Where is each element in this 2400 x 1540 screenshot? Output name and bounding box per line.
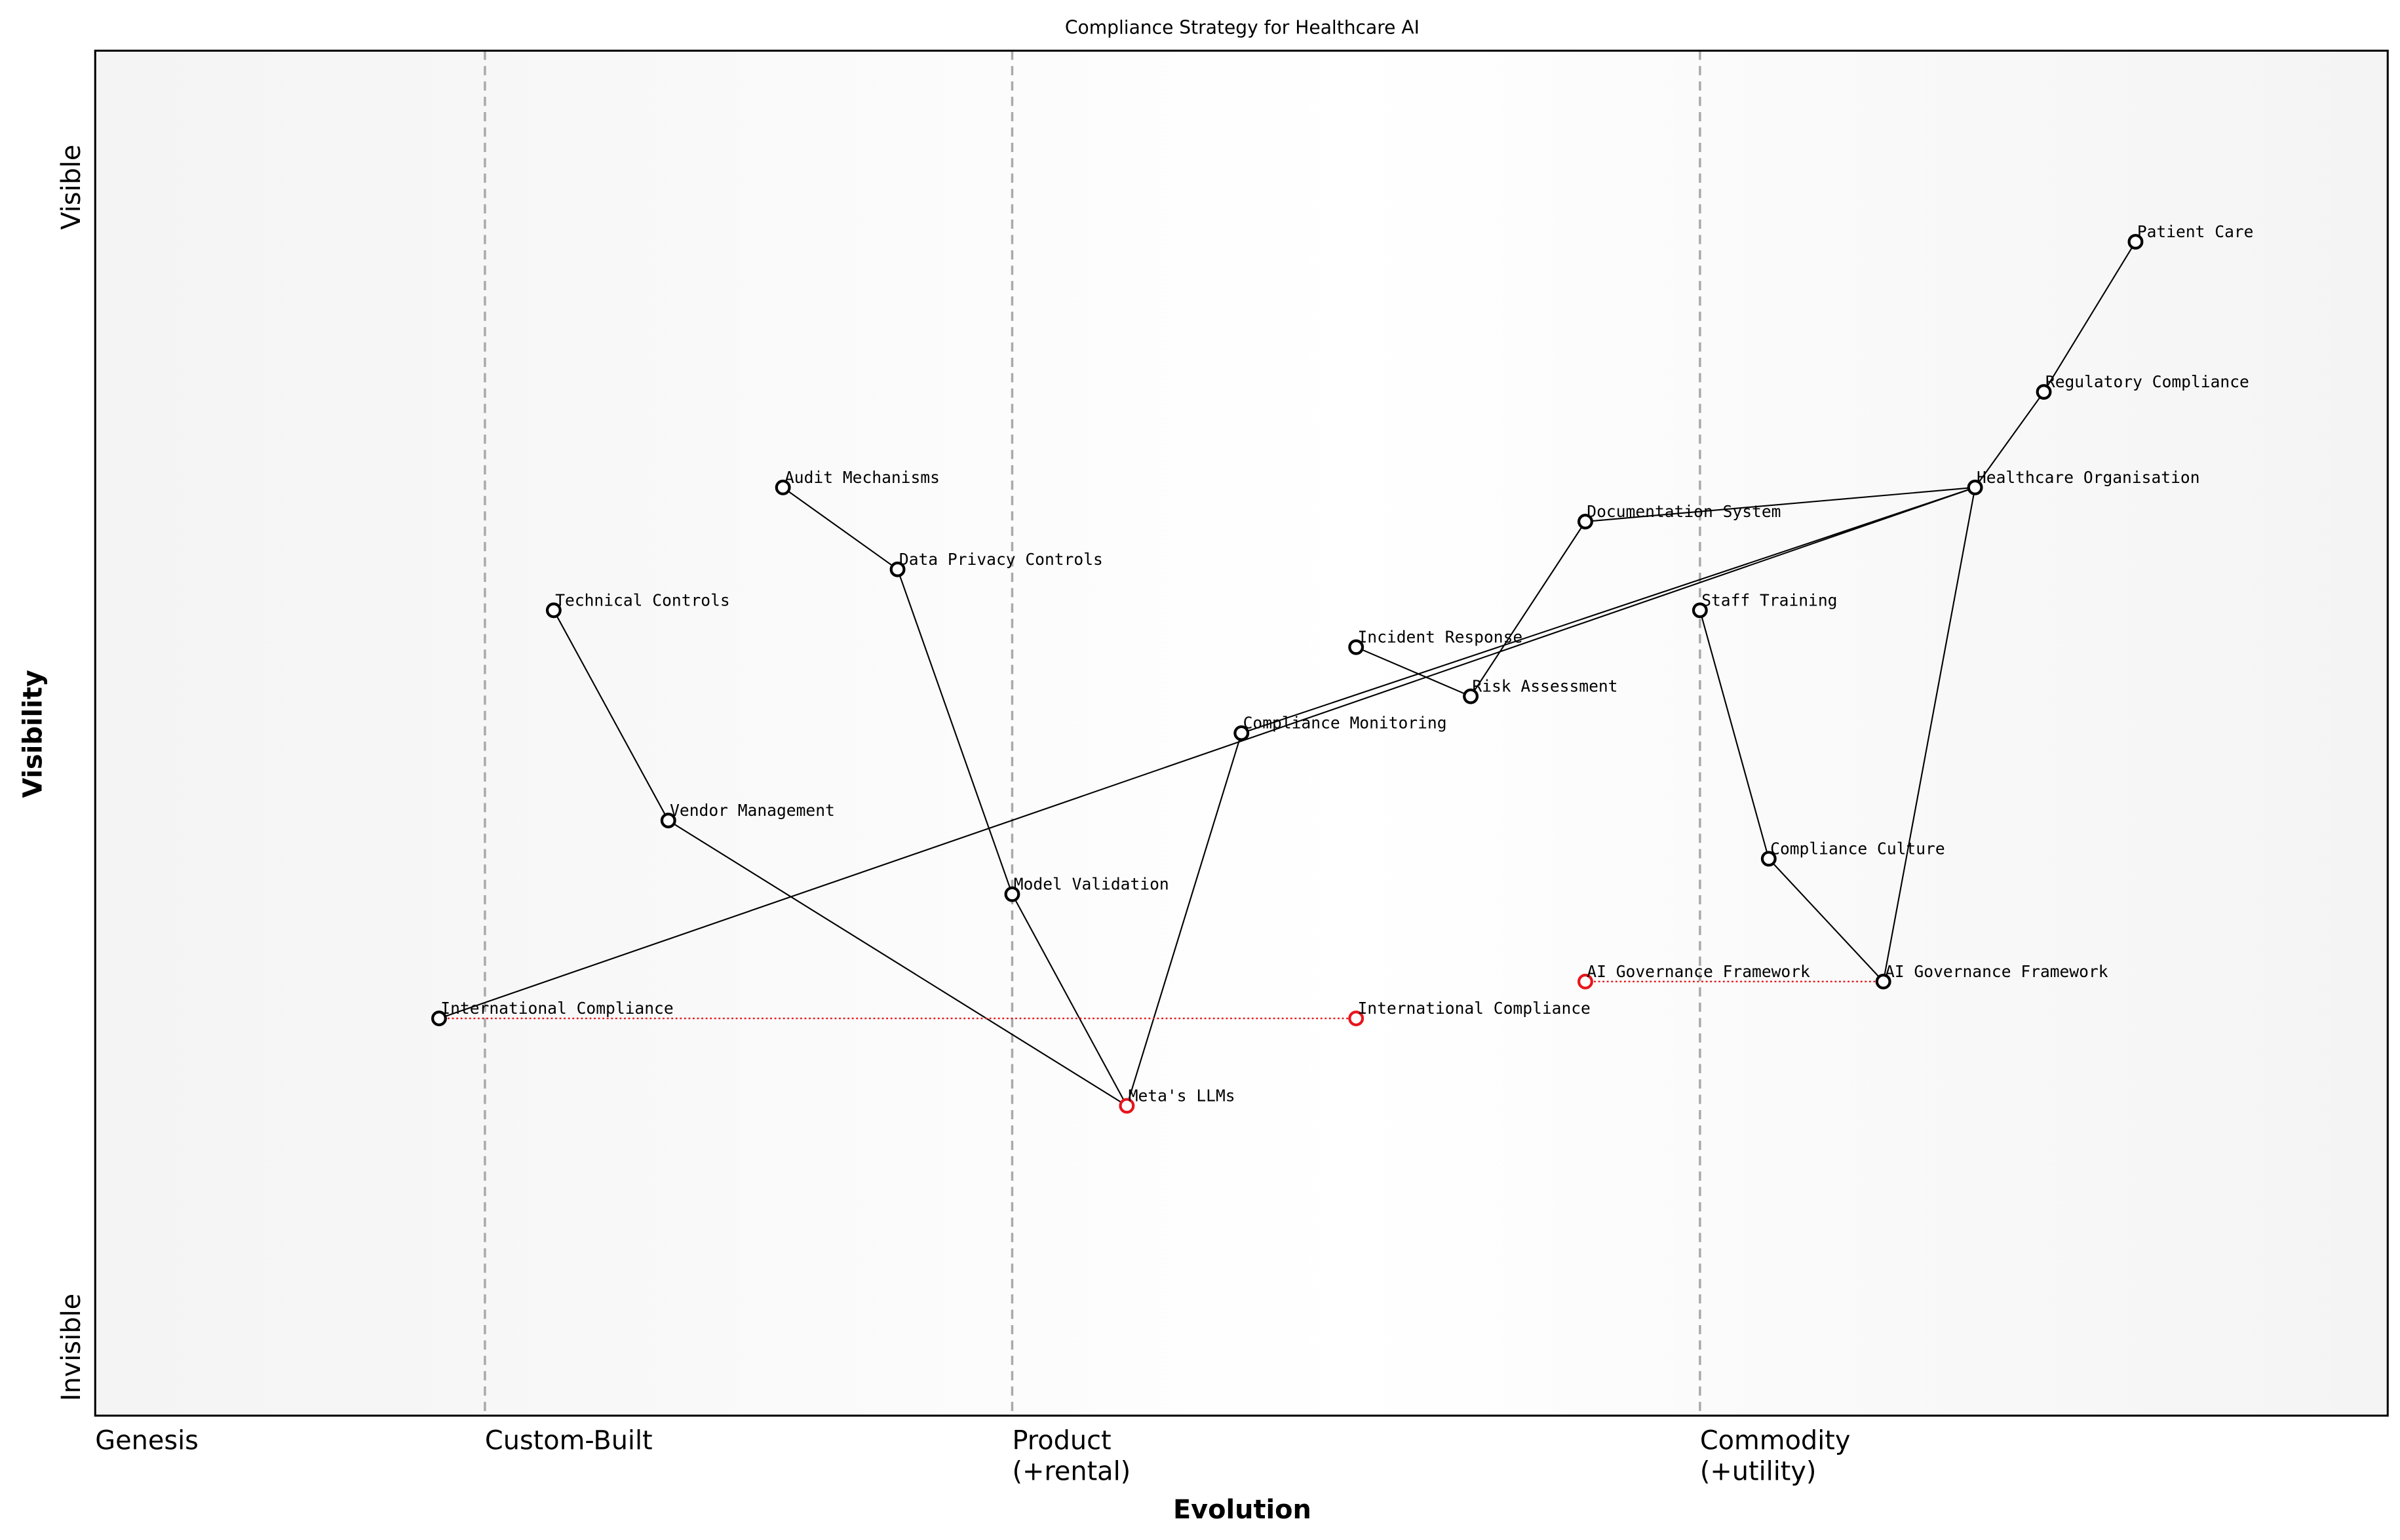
component-label: Risk Assessment [1472, 677, 1617, 696]
component-marker [1967, 479, 1983, 495]
map-component: International Compliance [431, 999, 674, 1027]
plot-frame [94, 49, 2389, 1417]
stage-label: Genesis [95, 1426, 199, 1456]
evolved-component-marker [1577, 973, 1593, 990]
component-label: Audit Mechanisms [784, 468, 940, 487]
dependency-link [1011, 894, 1128, 1106]
dependency-link [1974, 391, 2045, 488]
stage-label: Product [1012, 1426, 1111, 1456]
component-label: Data Privacy Controls [899, 550, 1103, 569]
component-label: Model Validation [1014, 875, 1169, 894]
dependency-link [438, 486, 1975, 1020]
component-label: Staff Training [1701, 590, 1837, 609]
evolved-component-marker [1119, 1098, 1135, 1114]
dependency-link [1470, 521, 1586, 697]
component-label: International Compliance [1358, 999, 1591, 1018]
y-tick-label: Invisible [56, 1294, 87, 1401]
map-component: Meta's LLMs [1119, 1086, 1235, 1114]
dependency-link [1585, 486, 1975, 522]
component-marker [1004, 886, 1020, 902]
component-marker [1233, 725, 1250, 741]
component-label: AI Governance Framework [1587, 962, 1810, 981]
dependency-link [2043, 241, 2137, 393]
map-component: Healthcare Organisation [1967, 468, 2200, 495]
map-component: Technical Controls [545, 590, 730, 619]
y-axis-label: Visibility [18, 670, 48, 798]
chart-title: Compliance Strategy for Healthcare AI [1065, 17, 1420, 39]
evolved-component-marker [1348, 1011, 1365, 1027]
component-label: Incident Response [1358, 628, 1523, 647]
y-tick-label: Visible [56, 145, 87, 230]
dependency-link [897, 569, 1013, 895]
component-marker [1760, 851, 1777, 867]
map-component: Risk Assessment [1463, 677, 1618, 704]
component-marker [1875, 973, 1891, 990]
component-label: Compliance Monitoring [1243, 714, 1447, 733]
component-label: Regulatory Compliance [2045, 372, 2249, 391]
dependency-link [1768, 858, 1884, 982]
map-component: Model Validation [1004, 875, 1169, 902]
dependency-link [783, 486, 899, 570]
dependency-link [552, 609, 669, 821]
map-component: Documentation System [1577, 502, 1781, 529]
dependency-link [1699, 610, 1770, 859]
map-component: Staff Training [1692, 590, 1837, 619]
map-component: Compliance Culture [1760, 839, 1945, 867]
component-marker [2127, 233, 2144, 250]
component-label: Patient Care [2137, 222, 2254, 241]
component-label: Meta's LLMs [1129, 1086, 1235, 1105]
x-axis-label: Evolution [1173, 1495, 1311, 1525]
component-marker [1577, 513, 1593, 529]
component-label: Compliance Culture [1770, 839, 1945, 858]
dependency-link [1355, 646, 1471, 697]
stage-sublabel: (+rental) [1012, 1457, 1131, 1487]
map-component: AI Governance Framework [1577, 962, 1810, 990]
component-marker [1463, 688, 1479, 704]
map-component: AI Governance Framework [1875, 962, 2108, 990]
map-component: Patient Care [2127, 222, 2254, 250]
map-component: Data Privacy Controls [889, 550, 1103, 577]
stage-sublabel: (+utility) [1700, 1457, 1817, 1487]
map-component: Vendor Management [660, 801, 835, 829]
component-marker [1692, 602, 1708, 619]
component-marker [431, 1011, 447, 1027]
component-marker [889, 561, 906, 577]
component-marker [545, 602, 562, 619]
stage-label: Commodity [1700, 1426, 1851, 1456]
component-label: Healthcare Organisation [1977, 468, 2200, 487]
map-component: Compliance Monitoring [1233, 714, 1447, 741]
stage-label: Custom-Built [485, 1426, 653, 1456]
component-marker [1348, 639, 1365, 655]
dependency-link [668, 820, 1127, 1107]
component-marker [2036, 384, 2052, 400]
dependency-link [1126, 733, 1243, 1106]
component-label: Vendor Management [670, 801, 835, 820]
dependency-link [1882, 487, 1976, 982]
component-marker [775, 479, 791, 495]
map-component: Regulatory Compliance [2036, 372, 2249, 400]
component-marker [660, 813, 676, 829]
component-label: AI Governance Framework [1885, 962, 2108, 981]
component-label: International Compliance [440, 999, 673, 1018]
component-label: Documentation System [1587, 502, 1781, 521]
dependency-link [1241, 486, 1975, 734]
component-label: Technical Controls [555, 590, 730, 609]
map-component: Incident Response [1348, 628, 1523, 655]
map-component: International Compliance [1348, 999, 1591, 1027]
map-component: Audit Mechanisms [775, 468, 940, 495]
